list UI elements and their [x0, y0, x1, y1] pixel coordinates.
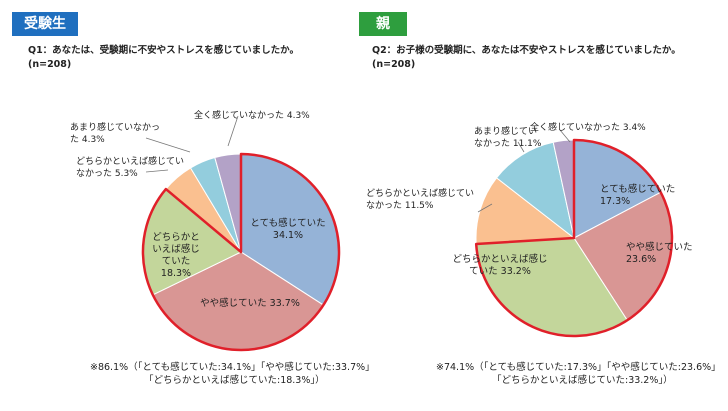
- slice-label: あまり感じていなかった 4.3%: [70, 121, 160, 145]
- slice-label-line: なかった 11.1%: [474, 138, 542, 149]
- slice-label-line: どちらかと: [152, 232, 200, 243]
- slice-label: 全く感じていなかった 3.4%: [530, 121, 646, 133]
- students-question: Q1：あなたは、受験期に不安やストレスを感じていましたか。 (n=208): [28, 44, 299, 72]
- slice-label: とても感じていた 17.3%: [600, 183, 675, 207]
- slice-label-line: いえば感じ: [152, 243, 200, 255]
- slice-label-line: 23.6%: [626, 254, 656, 265]
- pie-slices: [142, 153, 340, 351]
- slice-label-line: 34.1%: [273, 230, 303, 241]
- pie-slice: [475, 177, 576, 245]
- slice-label-line: とても感じていた: [600, 183, 675, 195]
- students-sample-size: (n=208): [28, 59, 72, 70]
- slice-label-line: どちらかといえば感じ: [452, 253, 547, 265]
- callout-line: [227, 115, 239, 147]
- slice-label-line: た 4.3%: [70, 134, 105, 145]
- slice-label: どちらかといえば感じていなかった 11.5%: [366, 187, 474, 211]
- slice-label-line: あまり感じていなかっ: [70, 121, 160, 133]
- parents-sample-size: (n=208): [372, 59, 416, 70]
- parents-question-text: Q2：お子様の受験期に、あなたは不安やストレスを感じていましたか。: [372, 45, 681, 56]
- parents-tag: 親: [359, 12, 407, 36]
- slice-label: やや感じていた 23.6%: [626, 241, 693, 265]
- slice-label-line: なかった 5.3%: [76, 168, 138, 179]
- pie-slices: [475, 139, 673, 337]
- slice-label-line: あまり感じてい: [474, 125, 537, 137]
- students-note-line2: 「どちらかといえば感じていた:18.3%」）: [144, 375, 325, 386]
- slice-label-line: ていた: [162, 256, 191, 267]
- slice-label-line: やや感じていた: [626, 241, 693, 253]
- parents-panel: とても感じていた 17.3% やや感じていた 23.6% どちらかといえば感じていた 3…: [359, 0, 728, 411]
- slice-label-line: 全く感じていなかった 3.4%: [530, 121, 646, 133]
- slice-label-line: 18.3%: [161, 268, 191, 279]
- students-panel: とても感じていた 34.1% やや感じていた 33.7% どちらかといえば感じていた 1…: [12, 12, 375, 386]
- slice-label: あまり感じていなかった 11.1%: [474, 125, 542, 149]
- parents-note-line2: 「どちらかといえば感じていた:33.2%」）: [492, 375, 673, 386]
- slice-label-line: ていた 33.2%: [469, 266, 531, 277]
- slice-label-line: なかった 11.5%: [366, 200, 434, 211]
- highlight-outline: [474, 138, 674, 338]
- callout-line: [559, 129, 571, 143]
- slice-label-line: どちらかといえば感じてい: [76, 155, 184, 167]
- callout-line: [517, 141, 525, 153]
- slice-label: やや感じていた 33.7%: [200, 297, 300, 309]
- slice-label-line: とても感じていた: [250, 217, 325, 229]
- callout-line: [145, 137, 191, 153]
- slice-label: とても感じていた 34.1%: [250, 217, 325, 241]
- students-pie-chart: とても感じていた 34.1% やや感じていた 33.7% どちらかといえば感じていた 1…: [70, 109, 341, 352]
- slice-label-line: 17.3%: [600, 196, 630, 207]
- students-tag: 受験生: [12, 12, 78, 36]
- parents-question: Q2：お子様の受験期に、あなたは不安やストレスを感じていましたか。 (n=208…: [372, 44, 681, 72]
- pie-slice: [495, 141, 575, 240]
- slice-label: どちらかといえば感じていた 18.3%: [152, 232, 200, 279]
- slice-label-line: 全く感じていなかった 4.3%: [194, 109, 310, 121]
- callout-line: [145, 169, 169, 173]
- parents-note-line1: ※74.1%（「とても感じていた:17.3%」「やや感じていた:23.6%」: [436, 362, 721, 373]
- slice-label-line: どちらかといえば感じてい: [366, 187, 474, 199]
- highlight-outline: [141, 152, 341, 352]
- slice-label: 全く感じていなかった 4.3%: [194, 109, 310, 121]
- slice-label: どちらかといえば感じていなかった 5.3%: [76, 155, 184, 179]
- slice-label-line: やや感じていた 33.7%: [200, 297, 300, 309]
- students-note-line1: ※86.1%（「とても感じていた:34.1%」「やや感じていた:33.7%」: [90, 362, 375, 373]
- students-question-text: Q1：あなたは、受験期に不安やストレスを感じていましたか。: [28, 45, 299, 56]
- slice-label: どちらかといえば感じていた 33.2%: [452, 253, 547, 277]
- callout-line: [477, 203, 493, 213]
- parents-pie-chart: とても感じていた 17.3% やや感じていた 23.6% どちらかといえば感じていた 3…: [366, 121, 693, 338]
